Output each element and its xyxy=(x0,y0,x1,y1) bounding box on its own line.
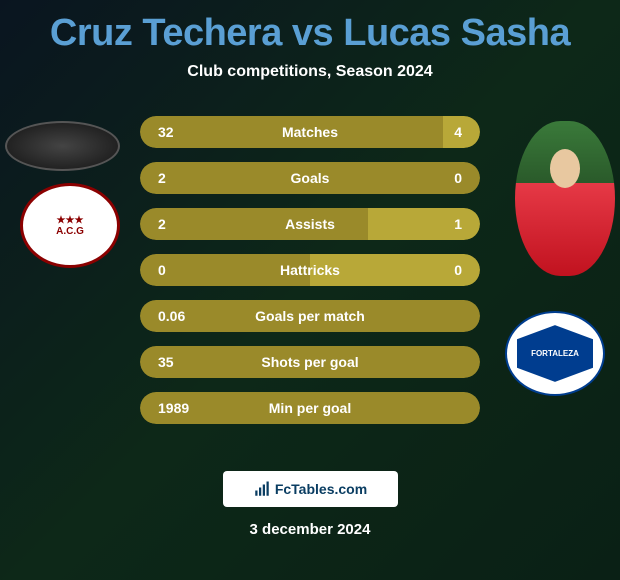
stat-value-left: 0 xyxy=(158,262,166,278)
stats-table: 32 Matches 4 2 Goals 0 2 Assists 1 0 Hattricks 0 0.0… xyxy=(140,116,480,438)
stat-label: Min per goal xyxy=(269,400,351,416)
subtitle: Club competitions, Season 2024 xyxy=(0,63,620,81)
stat-row: 35 Shots per goal xyxy=(140,346,480,378)
club-logo-right: FORTALEZA xyxy=(505,311,605,396)
stat-label: Matches xyxy=(282,124,338,140)
club-badge-right-text: FORTALEZA xyxy=(517,325,594,382)
stat-label: Assists xyxy=(285,216,335,232)
stat-value-left: 1989 xyxy=(158,400,189,416)
stat-row: 1989 Min per goal xyxy=(140,392,480,424)
stat-row: 2 Assists 1 xyxy=(140,208,480,240)
stat-value-right: 1 xyxy=(454,216,462,232)
stat-row: 0.06 Goals per match xyxy=(140,300,480,332)
page-title: Cruz Techera vs Lucas Sasha xyxy=(0,0,620,55)
stat-row: 0 Hattricks 0 xyxy=(140,254,480,286)
stat-label: Hattricks xyxy=(280,262,340,278)
club-badge-left-text: ★★★A.C.G xyxy=(56,215,84,237)
site-logo: FcTables.com xyxy=(223,471,398,507)
stat-value-left: 32 xyxy=(158,124,174,140)
comparison-content: ★★★A.C.G FORTALEZA 32 Matches 4 2 Goals 0 2 Ass… xyxy=(0,111,620,451)
player-left-avatar xyxy=(5,121,120,171)
stat-label: Shots per goal xyxy=(261,354,358,370)
stat-row: 2 Goals 0 xyxy=(140,162,480,194)
stat-value-left: 35 xyxy=(158,354,174,370)
stat-value-left: 2 xyxy=(158,170,166,186)
stat-value-right: 4 xyxy=(454,124,462,140)
stat-value-left: 2 xyxy=(158,216,166,232)
player-right-avatar xyxy=(515,121,615,276)
stat-label: Goals xyxy=(291,170,330,186)
stat-value-left: 0.06 xyxy=(158,308,185,324)
club-logo-left: ★★★A.C.G xyxy=(20,183,120,268)
stat-row: 32 Matches 4 xyxy=(140,116,480,148)
site-logo-text: FcTables.com xyxy=(275,481,367,497)
chart-icon xyxy=(253,480,271,498)
stat-label: Goals per match xyxy=(255,308,365,324)
date-label: 3 december 2024 xyxy=(0,521,620,538)
stat-value-right: 0 xyxy=(454,170,462,186)
stat-value-right: 0 xyxy=(454,262,462,278)
